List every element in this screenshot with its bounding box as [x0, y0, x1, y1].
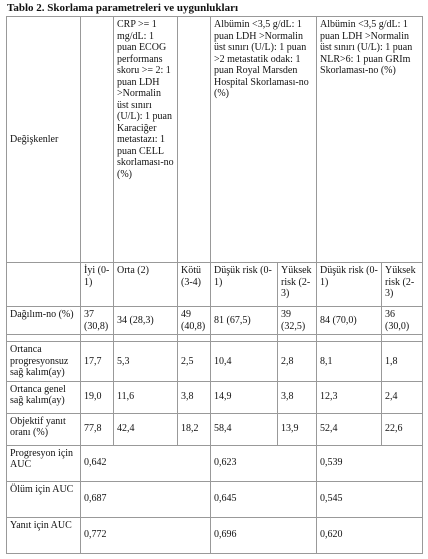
table-cell: 0,645 — [209, 480, 318, 518]
table-cell: Dağılım-no (%) — [6, 306, 81, 335]
table: Değişkenler CRP >= 1 mg/dL: 1 puan ECOG p… — [6, 16, 424, 554]
table-cell: 17,7 — [80, 341, 114, 382]
table-cell — [113, 334, 178, 342]
table-cell: 12,3 — [316, 380, 383, 414]
table-cell: Ortanca genel sağ kalım(ay) — [6, 380, 81, 414]
table-cell — [177, 334, 211, 342]
table-cell — [6, 262, 81, 307]
table-cell: 84 (70,0) — [316, 306, 383, 335]
table-row: Değişkenler CRP >= 1 mg/dL: 1 puan ECOG p… — [6, 16, 424, 263]
table-cell: Düşük risk (0-1) — [210, 262, 278, 307]
table-cell: CRP >= 1 mg/dL: 1 puan ECOG performans s… — [113, 16, 178, 263]
table-cell: 2,4 — [381, 380, 424, 414]
table-row: İyi (0-1) Orta (2) Kötü (3-4) Düşük risk (0… — [6, 262, 424, 307]
table-cell: 0,623 — [209, 444, 318, 482]
table-cell: Ortanca progresyonsuz sağ kalım(ay) — [6, 341, 81, 382]
table-title: Tablo 2. Skorlama parametreleri ve uygun… — [7, 2, 239, 14]
table-cell: Yüksek risk (2-3) — [276, 262, 318, 307]
table-cell: Albümin <3,5 g/dL: 1 puan LDH >Normalin … — [209, 16, 318, 263]
table-row: Objektif yanıt oranı (%) 77,8 42,4 18,2 58,4… — [6, 412, 424, 446]
table-cell: 3,8 — [177, 380, 211, 414]
table-cell: Ölüm için AUC — [6, 480, 81, 518]
table-cell: 52,4 — [316, 412, 383, 446]
table-cell: 11,6 — [113, 380, 178, 414]
table-cell — [381, 334, 424, 342]
table-cell: 37 (30,8) — [80, 306, 114, 335]
table-cell: 0,687 — [80, 480, 211, 518]
table-cell: İyi (0-1) — [80, 262, 114, 307]
table-cell — [316, 334, 383, 342]
table-cell: Albümin <3,5 g/dL: 1 puan LDH >Normalin … — [316, 16, 424, 263]
table-cell: 0,539 — [316, 444, 424, 482]
table-cell: 81 (67,5) — [210, 306, 278, 335]
table-row — [6, 334, 424, 342]
table-cell: 5,3 — [113, 341, 178, 382]
table-cell: 14,9 — [210, 380, 278, 414]
table-cell: 39 (32,5) — [276, 306, 318, 335]
table-cell: 2,5 — [177, 341, 211, 382]
table-cell: 0,545 — [316, 480, 424, 518]
table-row: Yanıt için AUC 0,772 0,696 0,620 — [6, 516, 424, 554]
table-cell: 0,620 — [316, 516, 424, 554]
table-row: Dağılım-no (%) 37 (30,8) 34 (28,3) 49 (40,8… — [6, 306, 424, 335]
table-row: Progresyon için AUC 0,642 0,623 0,539 — [6, 444, 424, 482]
table-cell: Objektif yanıt oranı (%) — [6, 412, 81, 446]
table-cell: Değişkenler — [6, 16, 81, 263]
table-cell: 22,6 — [381, 412, 424, 446]
table-cell — [80, 334, 114, 342]
table-cell: 3,8 — [276, 380, 318, 414]
table-cell: 42,4 — [113, 412, 178, 446]
table-cell: 0,642 — [80, 444, 211, 482]
table-row: Ortanca progresyonsuz sağ kalım(ay) 17,7 5… — [6, 341, 424, 382]
table-cell: 19,0 — [80, 380, 114, 414]
table-cell: Orta (2) — [113, 262, 178, 307]
table-cell: 58,4 — [210, 412, 278, 446]
table-cell: 0,696 — [209, 516, 318, 554]
table-cell: 13,9 — [276, 412, 318, 446]
table-cell: 10,4 — [210, 341, 278, 382]
table-cell — [210, 334, 278, 342]
table-cell: Yüksek risk (2-3) — [381, 262, 424, 307]
table-cell: Kötü (3-4) — [177, 262, 211, 307]
table-cell: 49 (40,8) — [177, 306, 211, 335]
table-cell: Yanıt için AUC — [6, 516, 81, 554]
table-cell: Progresyon için AUC — [6, 444, 81, 482]
table-cell — [6, 334, 81, 342]
table-cell: 2,8 — [276, 341, 318, 382]
table-row: Ortanca genel sağ kalım(ay) 19,0 11,6 3,8 14… — [6, 380, 424, 414]
table-cell: Düşük risk (0-1) — [316, 262, 383, 307]
table-cell: 77,8 — [80, 412, 114, 446]
table-cell: 18,2 — [177, 412, 211, 446]
table-row: Ölüm için AUC 0,687 0,645 0,545 — [6, 480, 424, 518]
table-cell: 36 (30,0) — [381, 306, 424, 335]
table-cell: 34 (28,3) — [113, 306, 178, 335]
table-cell: 1,8 — [381, 341, 424, 382]
table-cell — [80, 16, 114, 263]
table-cell: 8,1 — [316, 341, 383, 382]
table-cell: 0,772 — [80, 516, 211, 554]
table-cell — [276, 334, 318, 342]
table-cell — [177, 16, 211, 263]
